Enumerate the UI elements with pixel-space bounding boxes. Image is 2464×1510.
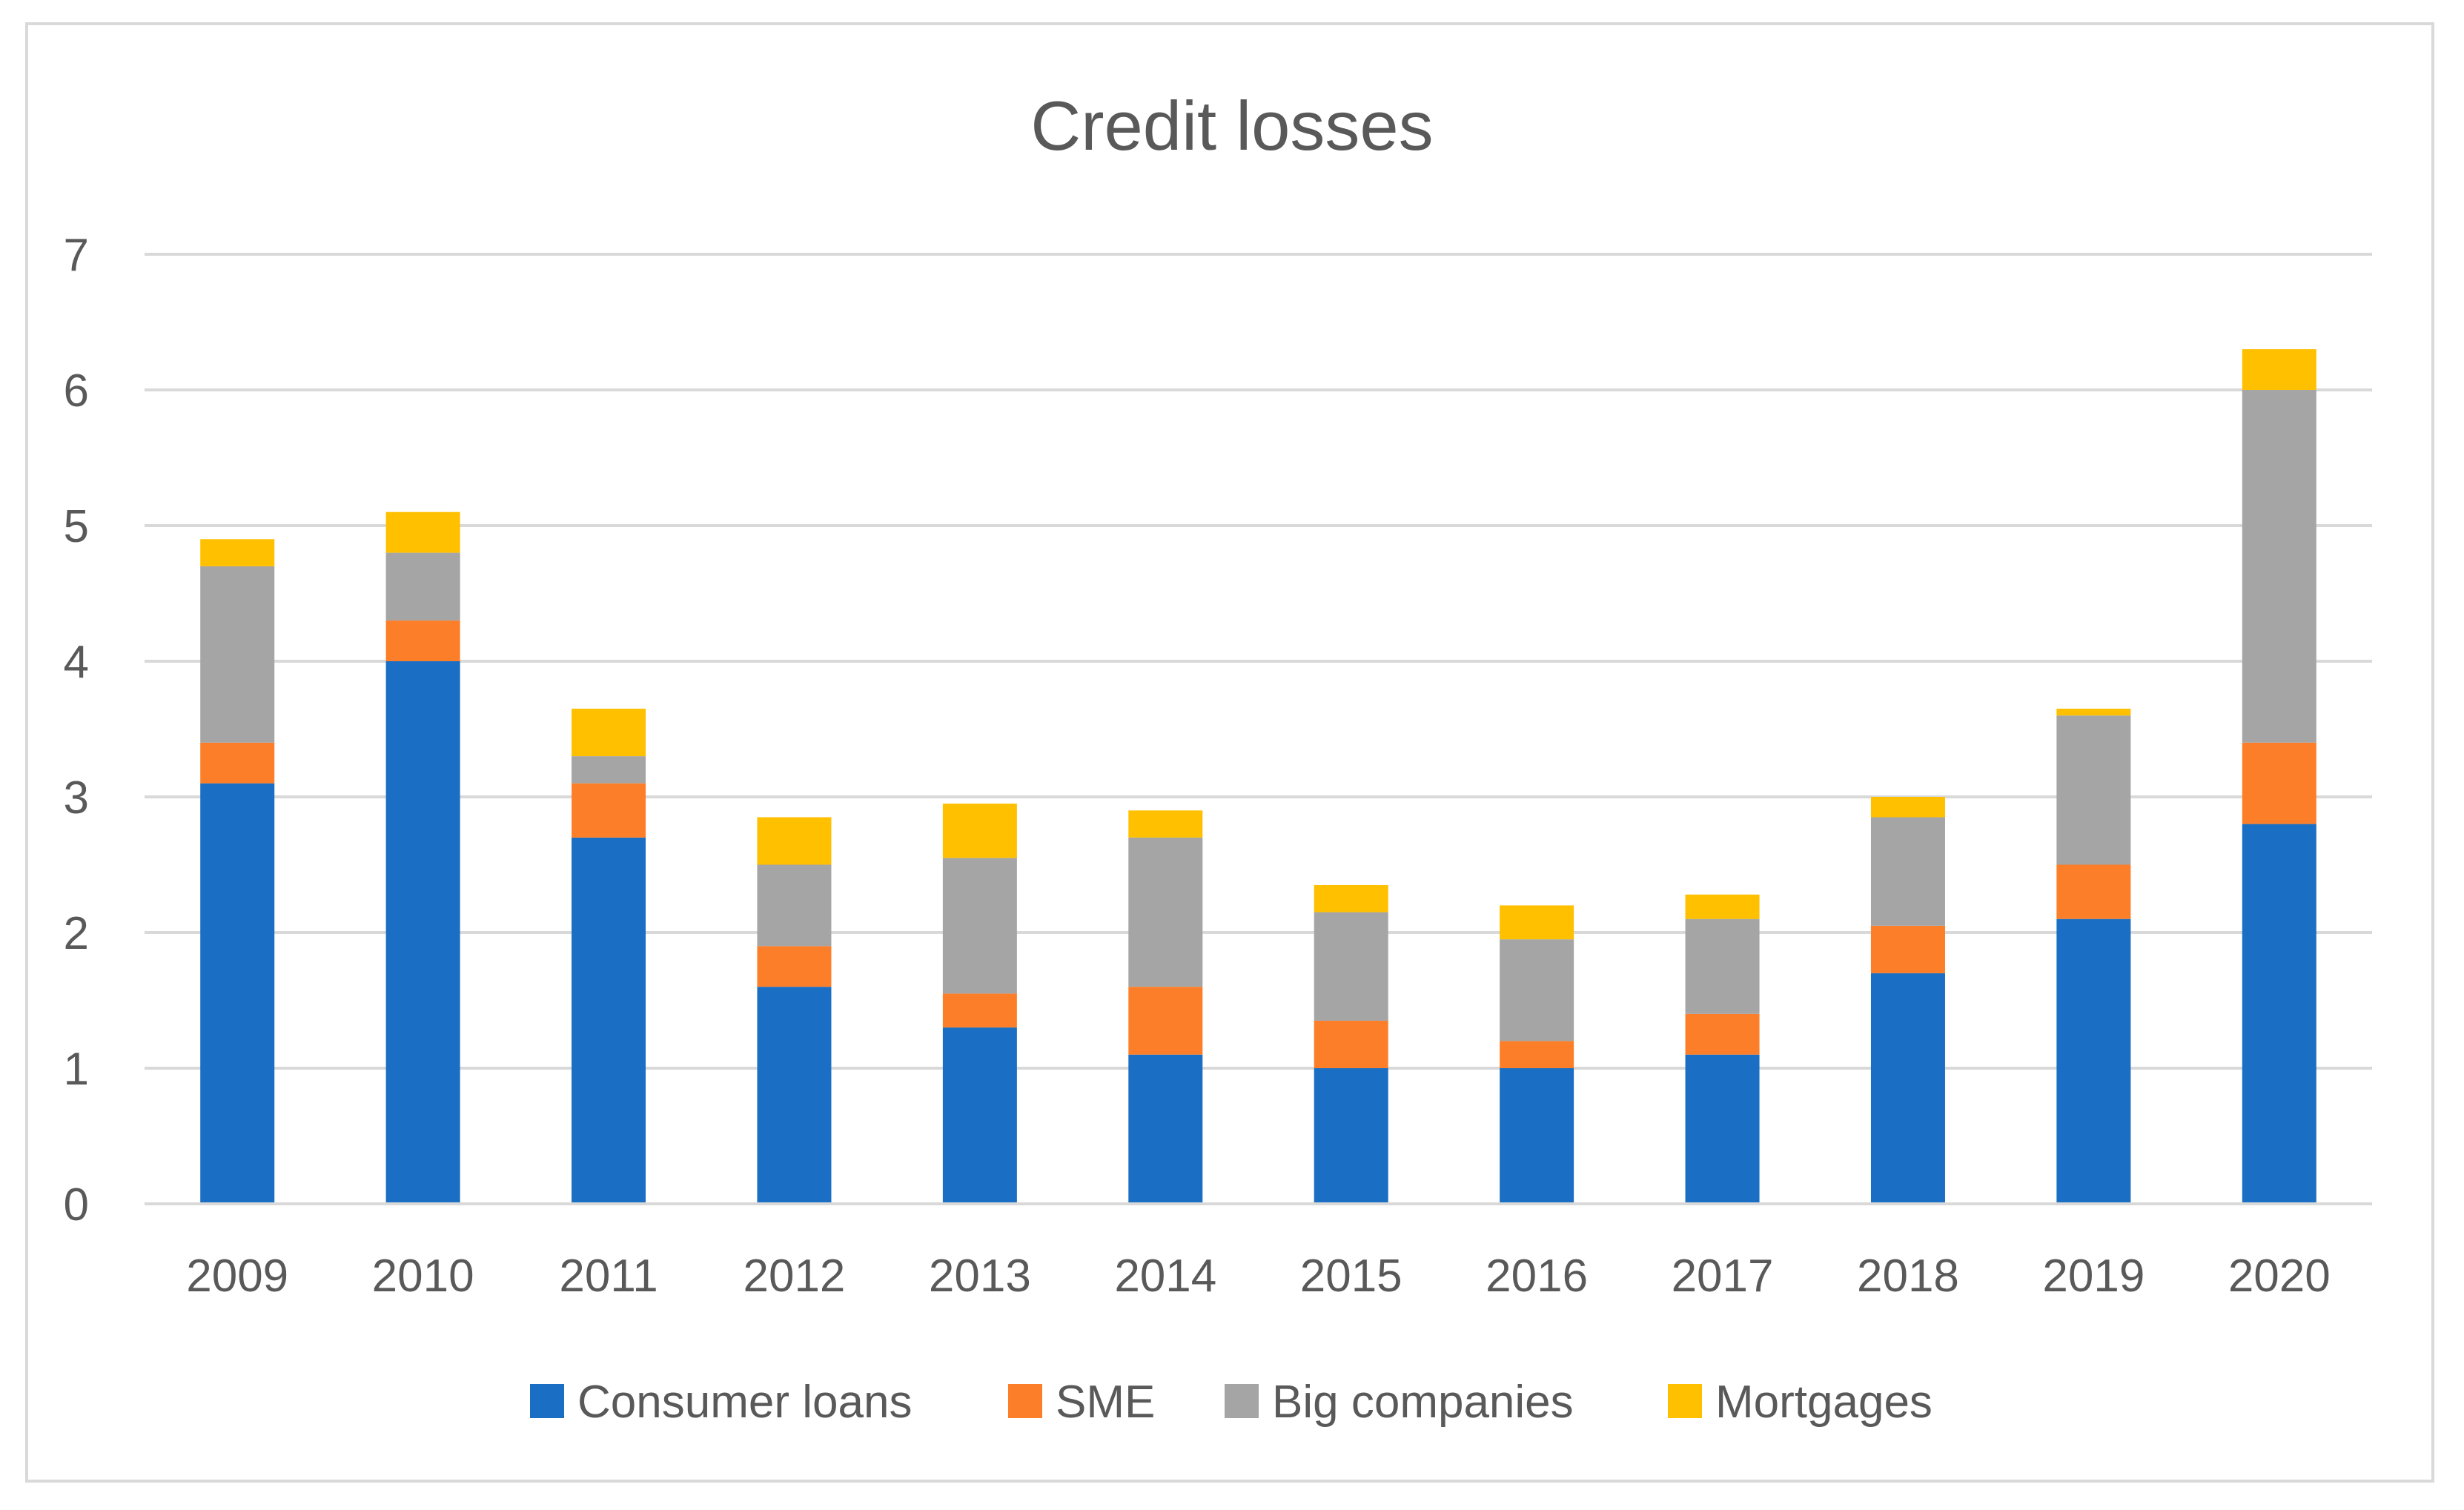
bar-sme-2009 xyxy=(200,742,275,784)
bar-big-companies-2018 xyxy=(1870,817,1945,926)
bar-consumer-loans-2013 xyxy=(942,1027,1017,1204)
bar-consumer-loans-2010 xyxy=(385,661,460,1204)
bar-sme-2017 xyxy=(1685,1013,1760,1055)
bar-consumer-loans-2012 xyxy=(757,987,832,1204)
bar-consumer-loans-2015 xyxy=(1314,1068,1388,1204)
bar-mortgages-2016 xyxy=(1500,905,1574,940)
bar-consumer-loans-2016 xyxy=(1500,1068,1574,1204)
x-tick-label: 2009 xyxy=(186,1251,288,1302)
bar-mortgages-2020 xyxy=(2242,349,2316,390)
legend-swatch-sme xyxy=(1008,1384,1042,1418)
bar-mortgages-2014 xyxy=(1128,810,1203,838)
bar-consumer-loans-2020 xyxy=(2242,824,2316,1204)
x-tick-label: 2017 xyxy=(1672,1251,1774,1302)
y-axis-tick-labels: 0 1 2 3 4 5 6 7 xyxy=(64,230,89,1231)
legend-swatch-consumer-loans xyxy=(530,1384,564,1418)
legend-swatch-mortgages xyxy=(1668,1384,1702,1418)
bar-big-companies-2017 xyxy=(1685,918,1760,1014)
bar-mortgages-2009 xyxy=(200,539,275,566)
y-tick-label: 7 xyxy=(64,230,89,281)
x-tick-label: 2015 xyxy=(1300,1251,1402,1302)
bar-consumer-loans-2009 xyxy=(200,783,275,1204)
bar-mortgages-2015 xyxy=(1314,884,1388,913)
legend-label-mortgages: Mortgages xyxy=(1715,1377,1933,1428)
y-tick-label: 2 xyxy=(64,908,89,959)
x-tick-label: 2016 xyxy=(1486,1251,1588,1302)
y-tick-label: 6 xyxy=(64,365,89,417)
chart-title: Credit losses xyxy=(1030,87,1433,165)
gridlines xyxy=(145,253,2372,1070)
legend-swatch-big-companies xyxy=(1225,1384,1259,1418)
y-tick-label: 3 xyxy=(64,772,89,824)
y-tick-label: 4 xyxy=(64,637,89,688)
bar-sme-2015 xyxy=(1314,1020,1388,1068)
x-tick-label: 2013 xyxy=(929,1251,1031,1302)
y-tick-label: 0 xyxy=(64,1179,89,1231)
x-tick-label: 2020 xyxy=(2228,1251,2331,1302)
bar-sme-2018 xyxy=(1870,925,1945,973)
bar-sme-2013 xyxy=(942,993,1017,1028)
bar-sme-2016 xyxy=(1500,1041,1574,1068)
y-tick-label: 1 xyxy=(64,1044,89,1095)
bar-consumer-loans-2014 xyxy=(1128,1054,1203,1204)
bar-sme-2012 xyxy=(757,946,832,987)
y-tick-label: 5 xyxy=(64,501,89,552)
bar-big-companies-2016 xyxy=(1500,939,1574,1042)
bar-mortgages-2019 xyxy=(2056,709,2131,716)
bar-big-companies-2009 xyxy=(200,566,275,743)
bar-mortgages-2018 xyxy=(1870,797,1945,818)
legend-label-consumer-loans: Consumer loans xyxy=(577,1377,912,1428)
bar-consumer-loans-2011 xyxy=(572,837,646,1204)
legend: Consumer loans SME Big companies Mortgages xyxy=(530,1377,1933,1428)
legend-label-sme: SME xyxy=(1056,1377,1155,1428)
bar-sme-2011 xyxy=(572,783,646,838)
bar-big-companies-2020 xyxy=(2242,390,2316,743)
x-axis-tick-labels: 2009 2010 2011 2012 2013 2014 2015 2016 2017 2018… xyxy=(186,1251,2331,1302)
x-tick-label: 2019 xyxy=(2042,1251,2145,1302)
bar-big-companies-2010 xyxy=(385,552,460,621)
x-tick-label: 2018 xyxy=(1857,1251,1959,1302)
bar-big-companies-2014 xyxy=(1128,837,1203,987)
bar-mortgages-2013 xyxy=(942,804,1017,858)
bar-mortgages-2011 xyxy=(572,709,646,757)
bar-sme-2014 xyxy=(1128,987,1203,1055)
legend-label-big-companies: Big companies xyxy=(1272,1377,1574,1428)
bar-sme-2019 xyxy=(2056,864,2131,919)
bar-big-companies-2011 xyxy=(572,756,646,784)
bar-mortgages-2012 xyxy=(757,817,832,865)
bar-consumer-loans-2019 xyxy=(2056,918,2131,1204)
bars xyxy=(200,349,2316,1204)
x-tick-label: 2012 xyxy=(743,1251,845,1302)
x-tick-label: 2014 xyxy=(1114,1251,1216,1302)
bar-big-companies-2015 xyxy=(1314,912,1388,1021)
bar-big-companies-2013 xyxy=(942,858,1017,994)
bar-mortgages-2017 xyxy=(1685,894,1760,919)
bar-sme-2010 xyxy=(385,620,460,661)
bar-big-companies-2012 xyxy=(757,864,832,947)
bar-consumer-loans-2018 xyxy=(1870,973,1945,1204)
bar-mortgages-2010 xyxy=(385,511,460,553)
bar-big-companies-2019 xyxy=(2056,715,2131,865)
x-tick-label: 2010 xyxy=(372,1251,474,1302)
x-tick-label: 2011 xyxy=(559,1251,658,1302)
bar-consumer-loans-2017 xyxy=(1685,1054,1760,1204)
bar-sme-2020 xyxy=(2242,742,2316,824)
